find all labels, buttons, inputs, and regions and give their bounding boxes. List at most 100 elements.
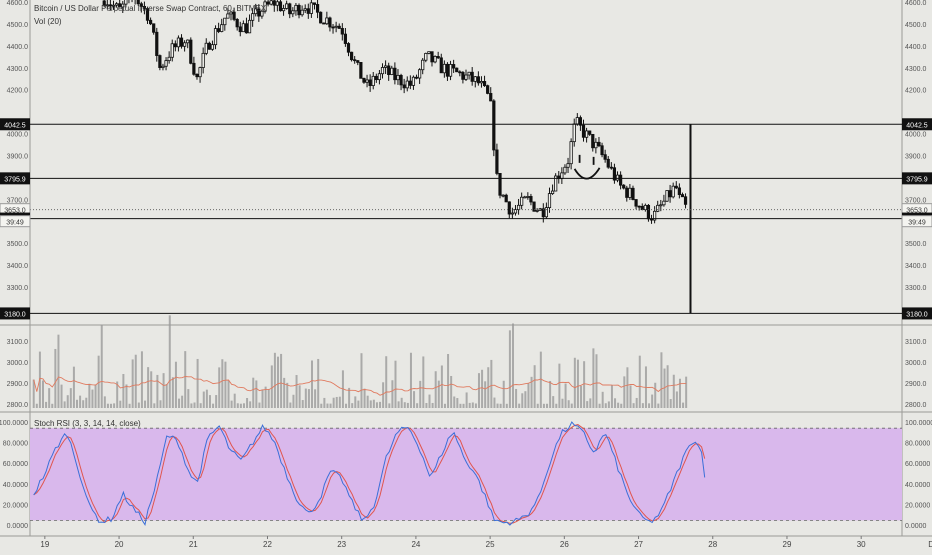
- candle-body: [223, 17, 227, 26]
- candle-body: [155, 31, 159, 56]
- volume-bar: [147, 367, 150, 408]
- candle-body: [235, 19, 239, 28]
- candle-body: [396, 74, 400, 81]
- volume-bar: [178, 398, 181, 408]
- volume-legend[interactable]: Vol (20): [34, 17, 62, 26]
- candle-body: [414, 76, 419, 79]
- candle-body: [309, 2, 313, 14]
- smiley-drawing[interactable]: [573, 154, 601, 180]
- candle-body: [328, 17, 332, 28]
- volume-bar: [307, 389, 310, 408]
- candle-body: [625, 187, 629, 198]
- horizontal-levels-layer[interactable]: [30, 123, 902, 314]
- candle-body: [247, 19, 252, 34]
- candle-body: [433, 56, 437, 63]
- volume-bar: [617, 402, 620, 408]
- candle-body: [498, 173, 502, 196]
- volume-bar: [137, 402, 140, 408]
- price-tag-left-box: [0, 307, 30, 320]
- volume-bar: [388, 403, 391, 408]
- volume-bar: [459, 403, 462, 408]
- price-tick-left: 3300.0: [7, 285, 29, 292]
- volume-bar: [119, 400, 122, 408]
- volume-tick-right: 3100.0: [905, 339, 927, 346]
- candle-body: [170, 43, 174, 58]
- candle-body: [637, 205, 641, 208]
- stoch-legend[interactable]: Stoch RSI (3, 3, 14, 14, close): [34, 419, 141, 428]
- volume-bar: [351, 403, 354, 408]
- volume-bar: [372, 399, 375, 408]
- candle-body: [139, 3, 143, 7]
- volume-bar: [471, 402, 474, 408]
- stoch-tick-left: 60.0000: [3, 461, 28, 468]
- volume-bar: [416, 403, 419, 408]
- candle-body: [266, 1, 270, 5]
- candle-body: [272, 0, 276, 6]
- volume-bar: [595, 354, 598, 408]
- candle-body: [158, 55, 162, 68]
- candle-body: [281, 8, 286, 12]
- volume-bar: [255, 380, 258, 408]
- time-label: 28: [708, 540, 717, 549]
- stoch-tick-right: 60.0000: [905, 461, 930, 468]
- price-tag-left-box: [0, 172, 30, 185]
- volume-bar: [258, 402, 261, 408]
- volume-bar: [589, 398, 592, 408]
- stoch-tick-left: 20.0000: [3, 502, 28, 509]
- volume-bar: [518, 403, 521, 408]
- candle-body: [659, 204, 663, 207]
- price-tick-left: 4000.0: [7, 132, 29, 139]
- candle-body: [384, 65, 388, 68]
- volume-bar: [212, 403, 215, 408]
- volume-bar: [106, 403, 109, 408]
- candle-body: [646, 204, 651, 220]
- candle-body: [118, 3, 122, 8]
- volume-bar: [366, 395, 369, 408]
- volume-tick-left: 3000.0: [7, 360, 29, 367]
- volume-bar: [657, 403, 660, 408]
- time-label: 27: [634, 540, 643, 549]
- candle-body: [436, 56, 440, 59]
- candle-body: [356, 60, 360, 63]
- time-label: 22: [263, 540, 272, 549]
- volume-bar: [85, 397, 88, 408]
- volume-bar: [558, 363, 561, 408]
- time-label: 19: [40, 540, 49, 549]
- symbol-legend[interactable]: Bitcoin / US Dollar Perpetual Inverse Sw…: [34, 4, 267, 13]
- candle-body: [294, 4, 298, 12]
- candle-body: [315, 4, 320, 13]
- volume-bar: [490, 359, 493, 408]
- price-tick-left: 3700.0: [7, 197, 29, 204]
- stoch-d-line: [33, 423, 706, 524]
- volume-bar: [215, 395, 218, 408]
- volume-bar: [314, 389, 317, 408]
- price-tag-right: 3180.0: [906, 311, 928, 318]
- candle-body: [207, 42, 211, 50]
- candle-body: [578, 117, 583, 126]
- volume-bar: [103, 396, 106, 408]
- volume-bar: [610, 385, 613, 408]
- volume-bar: [332, 397, 335, 408]
- candle-body: [387, 65, 391, 75]
- volume-tick-right: 3000.0: [905, 360, 927, 367]
- candle-body: [349, 51, 354, 61]
- volume-bar: [88, 383, 91, 408]
- volume-bar: [348, 387, 351, 408]
- volume-bar: [205, 389, 208, 408]
- volume-bar: [576, 359, 579, 408]
- volume-bar: [91, 389, 94, 408]
- candle-body: [340, 28, 344, 35]
- volume-bar: [335, 396, 338, 408]
- candle-body: [489, 93, 493, 102]
- candle-body: [628, 187, 632, 198]
- candle-body: [606, 158, 610, 168]
- candle-body: [424, 53, 428, 61]
- candle-body: [631, 187, 635, 200]
- candle-body: [254, 8, 258, 15]
- stoch-tick-left: 40.0000: [3, 482, 28, 489]
- candle-body: [251, 13, 255, 21]
- volume-bar: [515, 388, 518, 408]
- time-label: 23: [337, 540, 346, 549]
